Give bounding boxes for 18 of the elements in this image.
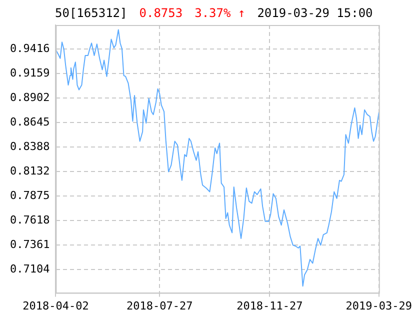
text: 3.37% ↑: [194, 6, 246, 20]
y-tick-label: 0.8645: [10, 116, 50, 129]
x-tick-label: 2018-07-27: [126, 299, 193, 312]
text: 2019-03-29 15:00: [257, 6, 373, 20]
x-tick-label: 2018-04-02: [22, 299, 89, 312]
y-tick-label: 0.9159: [10, 66, 50, 80]
x-tick-label: 2019-03-29: [346, 299, 412, 312]
y-tick-label: 0.7104: [10, 262, 50, 276]
y-tick-label: 0.9416: [10, 42, 50, 56]
chart-title: 50[165312]: [55, 6, 128, 20]
y-tick-label: 0.7875: [10, 188, 50, 202]
x-tick-label: 2018-11-27: [236, 299, 303, 312]
y-tick-label: 0.8132: [10, 164, 50, 178]
y-tick-label: 0.8902: [10, 91, 50, 104]
text: 0.8753: [139, 6, 183, 20]
y-tick-label: 0.7618: [10, 213, 50, 226]
y-tick-label: 0.7361: [10, 238, 50, 251]
y-tick-label: 0.8388: [10, 140, 50, 154]
